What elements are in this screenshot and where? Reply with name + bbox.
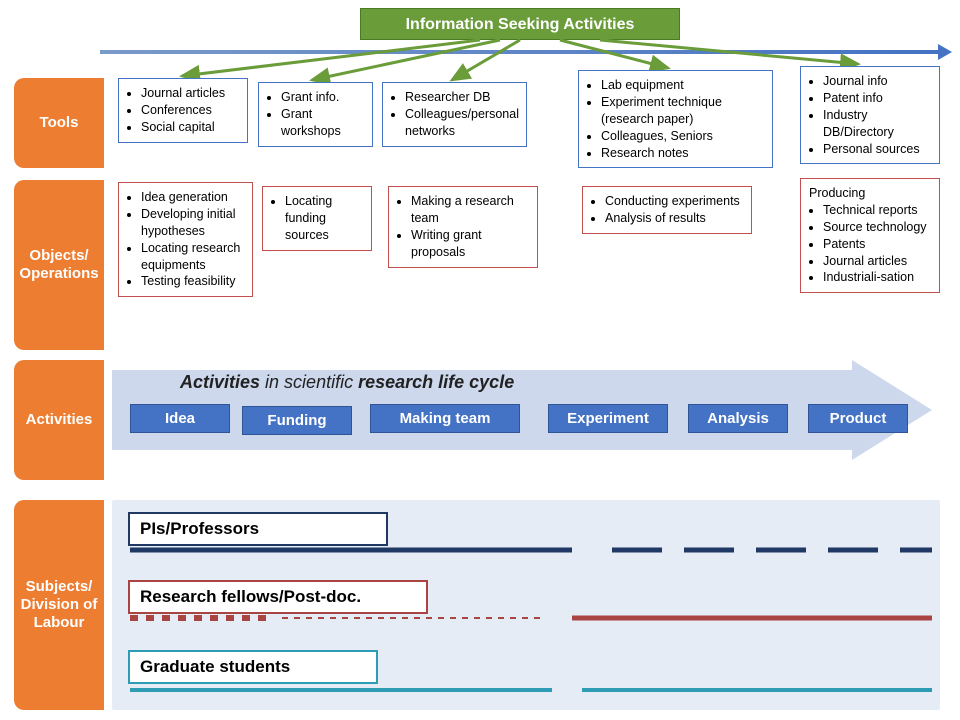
list-item: Colleagues/personal networks: [405, 106, 518, 140]
list-item: Personal sources: [823, 141, 931, 158]
list-item: Conferences: [141, 102, 239, 119]
tools-col-3: Researcher DBColleagues/personal network…: [382, 82, 527, 147]
chip-funding: Funding: [242, 406, 352, 435]
chip-analysis: Analysis: [688, 404, 788, 433]
subj-grads-box: Graduate students: [128, 650, 378, 684]
list-item: Journal articles: [141, 85, 239, 102]
ops-col-2: Locating funding sources: [262, 186, 372, 251]
info-seeking-banner: Information Seeking Activities: [360, 8, 680, 40]
tools-col-1: Journal articlesConferencesSocial capita…: [118, 78, 248, 143]
list-item: Researcher DB: [405, 89, 518, 106]
list-item: Research notes: [601, 145, 764, 162]
subj-pi-box: PIs/Professors: [128, 512, 388, 546]
list-item: Patents: [823, 236, 931, 253]
timeline-arrow: [100, 50, 940, 54]
ops-col-4: Conducting experimentsAnalysis of result…: [582, 186, 752, 234]
list-item: Testing feasibility: [141, 273, 244, 290]
list-item: Colleagues, Seniors: [601, 128, 764, 145]
list-item: Lab equipment: [601, 77, 764, 94]
ops-col-5: Producing Technical reportsSource techno…: [800, 178, 940, 293]
chip-idea: Idea: [130, 404, 230, 433]
list-item: Writing grant proposals: [411, 227, 529, 261]
list-item: Making a research team: [411, 193, 529, 227]
list-item: Developing initial hypotheses: [141, 206, 244, 240]
list-item: Conducting experiments: [605, 193, 743, 210]
list-item: Idea generation: [141, 189, 244, 206]
list-item: Grant info.: [281, 89, 364, 106]
activities-title: Activities in scientific research life c…: [180, 372, 514, 393]
list-item: Locating funding sources: [285, 193, 363, 244]
subj-fellows-box: Research fellows/Post-doc.: [128, 580, 428, 614]
list-item: Source technology: [823, 219, 931, 236]
chip-experiment: Experiment: [548, 404, 668, 433]
tools-col-5: Journal infoPatent infoIndustry DB/Direc…: [800, 66, 940, 164]
list-item: Journal info: [823, 73, 931, 90]
list-item: Patent info: [823, 90, 931, 107]
list-item: Social capital: [141, 119, 239, 136]
label-objects-operations: Objects/ Operations: [14, 180, 104, 350]
label-subjects: Subjects/ Division of Labour: [14, 500, 104, 710]
list-item: Experiment technique (research paper): [601, 94, 764, 128]
ops-col-3: Making a research teamWriting grant prop…: [388, 186, 538, 268]
tools-col-2: Grant info.Grant workshops: [258, 82, 373, 147]
list-item: Locating research equipments: [141, 240, 244, 274]
list-item: Journal articles: [823, 253, 931, 270]
list-item: Industriali-sation: [823, 269, 931, 286]
tools-col-4: Lab equipmentExperiment technique (resea…: [578, 70, 773, 168]
list-item: Technical reports: [823, 202, 931, 219]
list-item: Analysis of results: [605, 210, 743, 227]
chip-making-team: Making team: [370, 404, 520, 433]
ops-col-1: Idea generationDeveloping initial hypoth…: [118, 182, 253, 297]
label-activities: Activities: [14, 360, 104, 480]
label-tools: Tools: [14, 78, 104, 168]
chip-product: Product: [808, 404, 908, 433]
list-item: Industry DB/Directory: [823, 107, 931, 141]
ops-col-5-head: Producing: [809, 185, 931, 202]
list-item: Grant workshops: [281, 106, 364, 140]
